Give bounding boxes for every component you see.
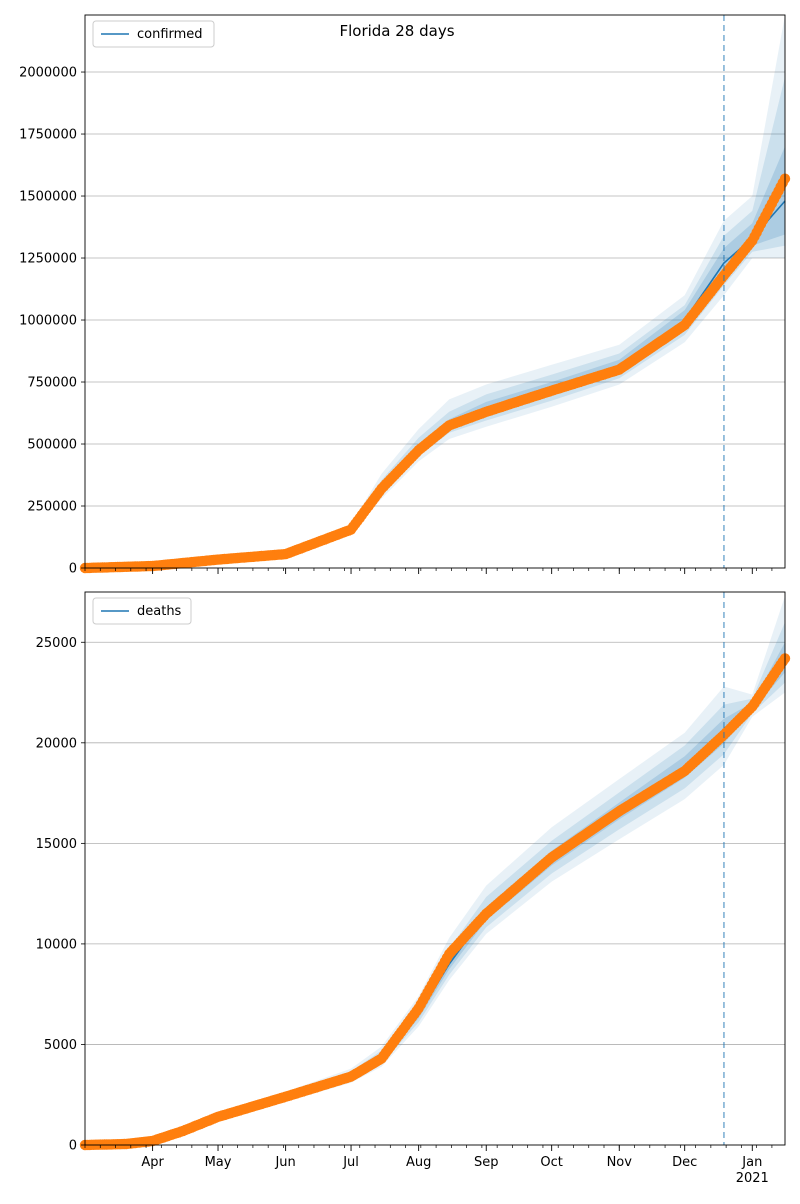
legend-label-deaths: deaths [137, 604, 182, 619]
confirmed-axes: 0 250000 500000 750000 1000000 1250000 1500000… [19, 14, 786, 577]
deaths-legend: deaths [92, 597, 192, 625]
confirmed-panel: 0 250000 500000 750000 1000000 1250000 1500000… [19, 14, 791, 577]
x-tick-label: May [205, 1155, 232, 1170]
confirmed-legend: confirmed [92, 20, 215, 48]
y-tick-label: 0 [69, 1139, 77, 1154]
x-tick-label: Dec [672, 1155, 697, 1170]
y-tick-label: 25000 [36, 636, 77, 651]
confirmed-grid [85, 71, 785, 507]
y-tick-label: 20000 [36, 736, 77, 751]
y-tick-label: 1250000 [19, 252, 77, 267]
x-tick-label: Aug [406, 1155, 431, 1170]
legend-box [92, 20, 215, 48]
y-tick-label: 2000000 [19, 66, 77, 81]
y-tick-label: 0 [69, 562, 77, 577]
x-tick-label: Apr [141, 1155, 164, 1170]
x-year-label: 2021 [736, 1171, 769, 1186]
deaths-panel: 0 5000 10000 15000 20000 25000 deaths Apr May J… [36, 591, 791, 1186]
legend-label-confirmed: confirmed [137, 27, 203, 42]
axes-frame [84, 591, 786, 1146]
y-tick-label: 10000 [36, 937, 77, 952]
y-tick-label: 500000 [27, 438, 77, 453]
x-tick-label: Jan [741, 1155, 762, 1170]
y-tick-label: 1750000 [19, 128, 77, 143]
confirmed-observed-points [79, 173, 791, 574]
axes-frame [84, 14, 786, 569]
x-tick-label: Jul [342, 1155, 359, 1170]
deaths-observed-points [79, 653, 791, 1151]
y-tick-label: 15000 [36, 837, 77, 852]
figure-title: Florida 28 days [339, 22, 454, 40]
y-tick-label: 250000 [27, 500, 77, 515]
x-tick-label: Jun [274, 1155, 295, 1170]
y-tick-label: 5000 [44, 1038, 77, 1053]
x-tick-label: Sep [474, 1155, 499, 1170]
x-tick-label: Oct [540, 1155, 562, 1170]
deaths-axes: 0 5000 10000 15000 20000 25000 [36, 591, 786, 1154]
legend-box [92, 597, 192, 625]
deaths-grid [85, 641, 785, 1045]
y-tick-label: 750000 [27, 376, 77, 391]
x-tick-label: Nov [607, 1155, 633, 1170]
y-tick-label: 1500000 [19, 190, 77, 205]
y-tick-label: 1000000 [19, 314, 77, 329]
